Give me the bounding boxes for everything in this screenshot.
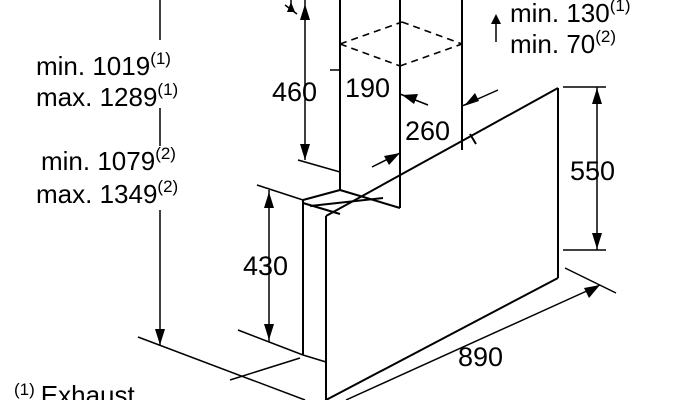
dimension-430: 430 xyxy=(237,184,304,356)
annotation-min-130: min. 130 xyxy=(510,0,610,28)
svg-text:max. 1289(1): max. 1289(1) xyxy=(36,80,178,112)
overall-height-line xyxy=(137,0,306,400)
annotation-left-lower: min. 1079(2) max. 1349(2) xyxy=(36,144,178,209)
top-clearance-markers xyxy=(287,0,501,42)
footnote-ref: (1) xyxy=(157,80,178,99)
dim-label-460: 460 xyxy=(272,77,317,107)
svg-text:max. 1349(2): max. 1349(2) xyxy=(36,177,178,209)
dimension-460: 460 xyxy=(272,0,341,173)
footnote-ref: (1) xyxy=(150,49,171,68)
svg-text:min. 130(1): min. 130(1) xyxy=(510,0,631,28)
dim-label-550: 550 xyxy=(570,156,615,186)
footnote-ref: (2) xyxy=(155,144,176,163)
svg-text:min. 70(2): min. 70(2) xyxy=(510,27,616,59)
dim-label-190: 190 xyxy=(345,73,390,103)
dimension-260: 260 xyxy=(371,89,499,168)
annotation-max-1289: max. 1289 xyxy=(36,82,157,112)
footnote-ref: (2) xyxy=(595,27,616,46)
glass-panel xyxy=(325,87,559,400)
base-box xyxy=(302,189,384,400)
svg-text:min. 1019(1): min. 1019(1) xyxy=(36,49,171,81)
dim-label-260: 260 xyxy=(405,116,450,146)
svg-text:min. 1079(2): min. 1079(2) xyxy=(41,144,176,176)
annotation-min-70: min. 70 xyxy=(510,29,595,59)
svg-text:(1)Exhaust: (1) Exhaust xyxy=(14,380,136,400)
dim-label-890: 890 xyxy=(458,342,503,372)
dim-label-430: 430 xyxy=(243,251,288,281)
footnote-marker: (1) xyxy=(14,380,35,399)
annotation-min-1019: min. 1019 xyxy=(36,51,150,81)
footnote: (1) Exhaust xyxy=(14,380,136,400)
footnote-ref: (2) xyxy=(157,177,178,196)
footnote-ref: (1) xyxy=(610,0,631,15)
annotation-top-right: min. 130(1) min. 70(2) xyxy=(510,0,631,59)
annotation-min-1079: min. 1079 xyxy=(41,146,155,176)
annotation-left-upper: min. 1019(1) max. 1289(1) xyxy=(36,49,178,112)
annotation-max-1349: max. 1349 xyxy=(36,179,157,209)
dimension-190: 190 xyxy=(330,69,429,106)
dimension-890: 890 xyxy=(345,267,617,400)
chimney xyxy=(339,0,463,209)
dimension-550: 550 xyxy=(563,86,615,251)
footnote-text: Exhaust xyxy=(41,380,136,400)
